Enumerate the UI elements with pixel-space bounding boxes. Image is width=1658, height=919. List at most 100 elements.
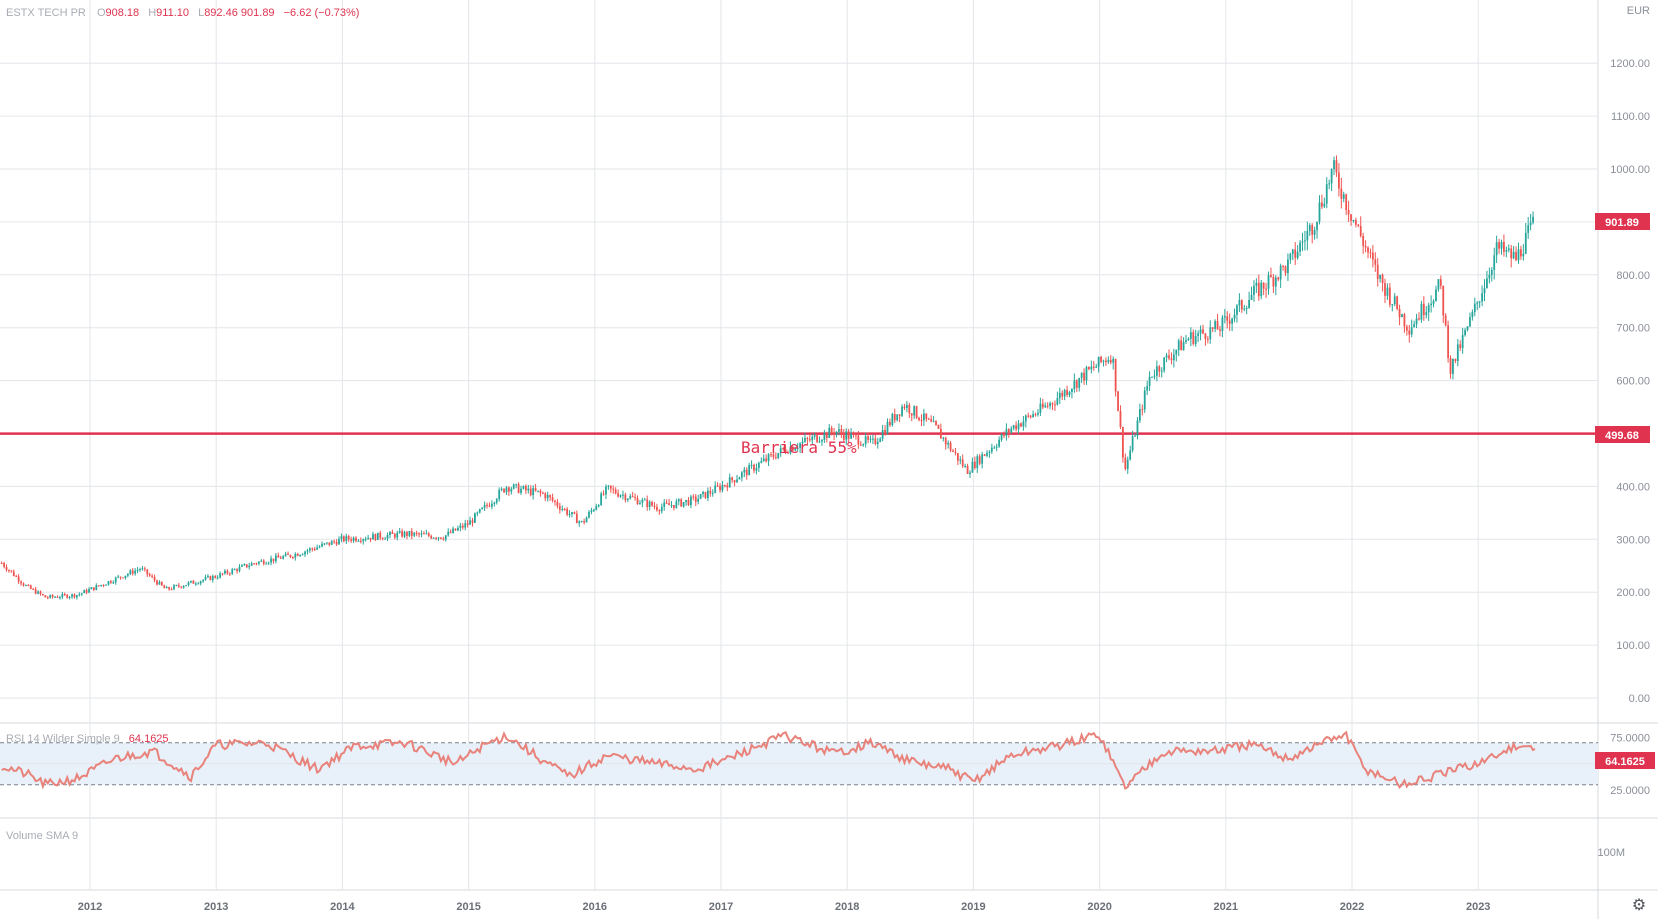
candle-body [1063,390,1066,397]
candle-body [706,490,709,499]
candle-body [1209,327,1212,340]
candle-body [109,581,112,583]
candle-body [1061,392,1064,397]
candle-body [522,486,525,489]
candle-body [471,520,474,523]
candle-body [590,510,593,513]
candle-body [146,569,149,575]
candle-body [418,533,420,535]
candle-body [105,584,107,586]
candle-body [1517,249,1520,261]
candle-body [1442,285,1445,316]
candle-body [44,595,47,598]
candle-body [1473,303,1476,313]
candle-body [255,563,258,565]
candle-body [852,433,855,435]
candle-body [777,452,780,459]
x-tick-label: 2018 [835,901,859,913]
candle-body [1277,277,1280,280]
candle-body [328,542,331,545]
candle-body [1330,169,1333,184]
candle-body [1500,241,1503,249]
candle-body [1112,358,1115,363]
candle-body [675,501,678,508]
candle-body [915,406,918,418]
candle-body [459,525,462,529]
candle-body [308,548,311,551]
candle-body [607,485,610,487]
candle-body [983,454,986,456]
candle-body [163,585,166,589]
candle-body [918,417,920,421]
rsi-line-mark [1,730,1536,791]
candle-body [83,590,86,594]
candle-body [413,532,416,536]
candle-body [495,499,498,503]
candle-body [168,587,171,590]
candle-body [1420,303,1423,320]
candle-body [197,583,200,585]
candle-body [1134,435,1136,437]
candle-body [17,576,20,582]
candle-body [1396,296,1399,309]
candle-body [1131,436,1134,451]
x-tick-label: 2015 [456,901,480,913]
candle-body [1117,391,1119,412]
candle-body [272,558,275,562]
x-tick-label: 2014 [330,901,355,913]
candle-body [241,565,243,567]
candle-body [1507,248,1510,251]
candle-body [500,488,503,490]
candle-body [920,420,923,422]
candle-body [723,485,726,487]
y-tick-label: 300.00 [1616,534,1650,546]
legend-low: 892.46 [204,7,238,19]
candle-body [1296,251,1299,258]
candle-body [56,596,59,598]
candle-body [1267,275,1270,289]
legend-open: 908.18 [106,7,140,19]
candle-body [566,508,569,515]
candle-body [906,404,908,409]
candle-body [1029,415,1032,418]
candle-body [515,484,518,486]
candle-body [845,431,848,440]
candle-body [660,506,663,512]
candle-body [221,573,224,575]
candle-body [850,433,852,439]
candle-body [760,461,763,463]
x-tick-label: 2022 [1340,901,1364,913]
candle-body [1354,219,1357,225]
gear-icon[interactable]: ⚙ [1631,897,1647,914]
candle-body [709,490,712,494]
candle-body [408,531,411,536]
candle-body [881,429,884,439]
candle-body [474,513,476,523]
candle-body [1532,216,1534,223]
candle-body [1206,339,1209,341]
candle-body [813,435,816,437]
candle-body [772,454,775,458]
candle-body [1520,249,1522,257]
candle-body [847,431,850,439]
candle-body [289,554,292,558]
last-price-tag: 901.89 [1595,213,1650,230]
candle-body [823,432,826,441]
candle-body [1228,320,1231,324]
candle-body [1223,316,1226,318]
candle-body [690,496,692,506]
candle-body [1168,355,1170,359]
candle-body [1015,425,1018,430]
candle-body [338,538,340,545]
candle-body [1257,282,1260,297]
time-x-axis: 2012 2013 2014 2015 2016 2017 2018 2019 2020 2021… [78,901,1491,913]
candle-body [1294,249,1297,258]
candle-body [80,593,83,595]
candle-body [248,565,251,568]
candle-body [1430,303,1433,306]
candle-body [1299,242,1301,252]
candle-body [736,479,738,483]
candle-body [631,496,634,498]
candle-body [597,505,600,507]
candle-body [466,523,469,525]
